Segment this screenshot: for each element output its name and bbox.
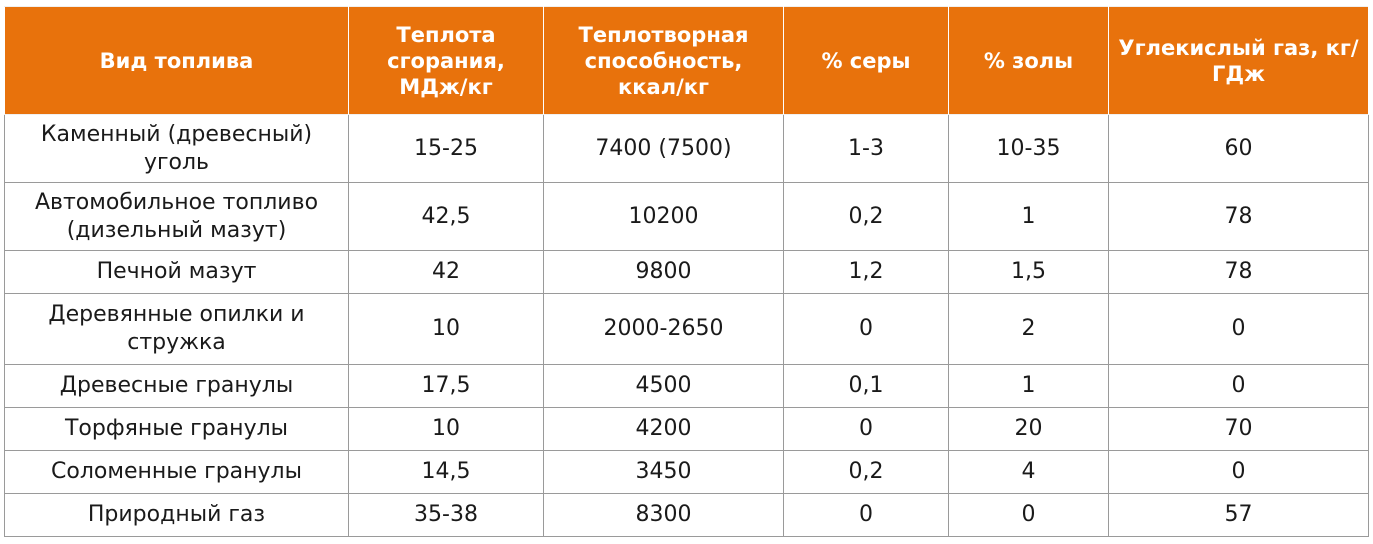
cell-calorific-value: 10200 (543, 182, 784, 251)
cell-sulfur: 0,1 (783, 364, 949, 408)
cell-fuel-type: Деревянные опилки и стружка (4, 293, 349, 365)
cell-calorific-value: 2000-2650 (543, 293, 784, 365)
cell-calorific-value: 9800 (543, 250, 784, 294)
cell-calorific-value: 8300 (543, 493, 784, 537)
cell-calorific-value: 4200 (543, 407, 784, 451)
cell-co2: 0 (1108, 364, 1369, 408)
cell-fuel-type: Древесные гранулы (4, 364, 349, 408)
cell-sulfur: 0,2 (783, 450, 949, 494)
cell-co2: 60 (1108, 114, 1369, 183)
cell-co2: 0 (1108, 450, 1369, 494)
cell-co2: 70 (1108, 407, 1369, 451)
cell-sulfur: 1,2 (783, 250, 949, 294)
header-heat-of-combustion: Теплота сгорания, МДж/кг (348, 6, 544, 115)
cell-co2: 57 (1108, 493, 1369, 537)
cell-fuel-type: Печной мазут (4, 250, 349, 294)
header-row: Вид топлива Теплота сгорания, МДж/кг Теп… (4, 6, 1369, 115)
cell-co2: 78 (1108, 250, 1369, 294)
cell-sulfur: 0 (783, 493, 949, 537)
table-row: Торфяные гранулы 10 4200 0 20 70 (4, 407, 1369, 451)
cell-heat-of-combustion: 42 (348, 250, 544, 294)
cell-fuel-type: Торфяные гранулы (4, 407, 349, 451)
cell-ash: 10-35 (948, 114, 1109, 183)
cell-co2: 78 (1108, 182, 1369, 251)
table-row: Природный газ 35-38 8300 0 0 57 (4, 493, 1369, 537)
cell-calorific-value: 7400 (7500) (543, 114, 784, 183)
header-co2: Углекислый газ, кг/ГДж (1108, 6, 1369, 115)
cell-heat-of-combustion: 10 (348, 293, 544, 365)
cell-ash: 2 (948, 293, 1109, 365)
table-row: Автомобильное топливо (дизельный мазут) … (4, 182, 1369, 251)
cell-fuel-type: Соломенные гранулы (4, 450, 349, 494)
cell-ash: 1 (948, 364, 1109, 408)
header-fuel-type: Вид топлива (4, 6, 349, 115)
cell-heat-of-combustion: 35-38 (348, 493, 544, 537)
cell-heat-of-combustion: 42,5 (348, 182, 544, 251)
cell-sulfur: 0 (783, 407, 949, 451)
table-row: Древесные гранулы 17,5 4500 0,1 1 0 (4, 364, 1369, 408)
table-row: Соломенные гранулы 14,5 3450 0,2 4 0 (4, 450, 1369, 494)
cell-heat-of-combustion: 17,5 (348, 364, 544, 408)
cell-heat-of-combustion: 10 (348, 407, 544, 451)
cell-sulfur: 0 (783, 293, 949, 365)
cell-heat-of-combustion: 14,5 (348, 450, 544, 494)
table-header: Вид топлива Теплота сгорания, МДж/кг Теп… (4, 6, 1369, 115)
cell-calorific-value: 3450 (543, 450, 784, 494)
cell-sulfur: 0,2 (783, 182, 949, 251)
cell-fuel-type: Каменный (древесный) уголь (4, 114, 349, 183)
table-row: Деревянные опилки и стружка 10 2000-2650… (4, 293, 1369, 365)
header-calorific-value: Теплотворная способность, ккал/кг (543, 6, 784, 115)
table-row: Каменный (древесный) уголь 15-25 7400 (7… (4, 114, 1369, 183)
header-sulfur: % серы (783, 6, 949, 115)
table-row: Печной мазут 42 9800 1,2 1,5 78 (4, 250, 1369, 294)
table-body: Каменный (древесный) уголь 15-25 7400 (7… (4, 114, 1369, 537)
cell-ash: 0 (948, 493, 1109, 537)
cell-fuel-type: Автомобильное топливо (дизельный мазут) (4, 182, 349, 251)
cell-co2: 0 (1108, 293, 1369, 365)
fuel-comparison-table: Вид топлива Теплота сгорания, МДж/кг Теп… (4, 6, 1369, 537)
cell-ash: 20 (948, 407, 1109, 451)
cell-sulfur: 1-3 (783, 114, 949, 183)
cell-ash: 1,5 (948, 250, 1109, 294)
cell-ash: 1 (948, 182, 1109, 251)
header-ash: % золы (948, 6, 1109, 115)
cell-ash: 4 (948, 450, 1109, 494)
cell-heat-of-combustion: 15-25 (348, 114, 544, 183)
cell-fuel-type: Природный газ (4, 493, 349, 537)
cell-calorific-value: 4500 (543, 364, 784, 408)
